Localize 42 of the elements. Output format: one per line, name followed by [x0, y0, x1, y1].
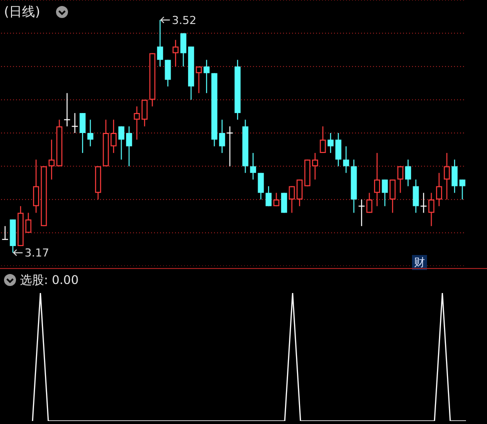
- candlestick: [196, 66, 202, 94]
- candlestick: [436, 172, 442, 207]
- candlestick: [335, 132, 342, 167]
- candlestick: [157, 19, 164, 67]
- candlestick: [459, 179, 466, 200]
- candlestick: [420, 192, 427, 214]
- candlestick: [374, 152, 380, 207]
- chart-title: (日线): [4, 4, 40, 21]
- candlestick: [444, 152, 450, 200]
- candlestick: [412, 179, 419, 214]
- candlestick: [273, 192, 280, 207]
- annotation: 3.17: [24, 246, 50, 260]
- candlestick: [33, 159, 40, 214]
- candlestick: [250, 152, 256, 180]
- candlestick: [428, 192, 434, 227]
- candlestick: [452, 159, 458, 194]
- candlestick: [80, 112, 86, 154]
- candlestick: [390, 179, 396, 214]
- candlestick: [48, 139, 55, 180]
- candlestick: [64, 92, 70, 127]
- annotation: 3.52: [172, 14, 196, 27]
- candlestick: [343, 146, 350, 174]
- candlestick: [328, 132, 334, 154]
- candlestick: [397, 166, 404, 194]
- candlestick: [172, 39, 179, 67]
- candlestick: [226, 126, 233, 167]
- candlestick: [204, 59, 210, 94]
- candlestick: [405, 159, 412, 187]
- candlestick: [320, 126, 326, 154]
- candlestick: [281, 192, 288, 214]
- candlestick: [72, 112, 78, 134]
- candlestick: [2, 226, 8, 240]
- annotation: 财: [412, 255, 427, 270]
- candlestick: [366, 192, 372, 214]
- candlestick: [258, 172, 264, 200]
- candlestick: [164, 59, 171, 87]
- chart-title: 选股: 0.00: [20, 272, 79, 289]
- candlestick: [382, 179, 388, 207]
- candlestick: [25, 212, 32, 234]
- candlestick: [358, 199, 365, 227]
- candlestick: [87, 119, 94, 147]
- candlestick: [266, 186, 272, 207]
